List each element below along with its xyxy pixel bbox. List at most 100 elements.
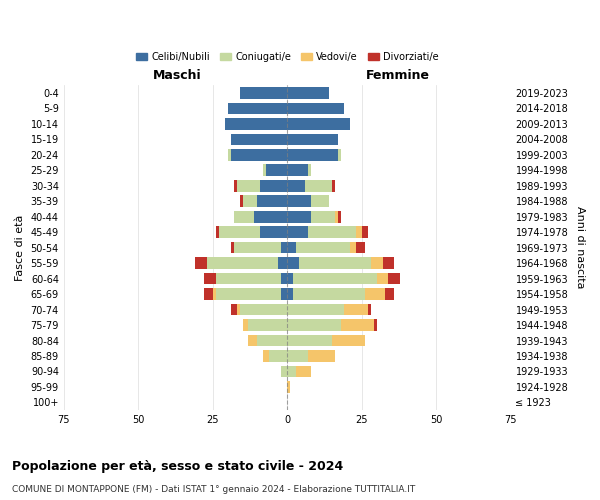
Bar: [287, 102, 344, 114]
Bar: [248, 334, 287, 346]
Bar: [287, 258, 394, 269]
Bar: [239, 196, 287, 207]
Bar: [230, 149, 287, 160]
Bar: [287, 381, 290, 392]
Bar: [287, 118, 350, 130]
Bar: [227, 149, 287, 160]
Bar: [287, 134, 338, 145]
Bar: [239, 304, 287, 316]
Bar: [287, 164, 311, 176]
Bar: [287, 180, 332, 192]
Bar: [287, 304, 368, 316]
Bar: [204, 273, 287, 284]
Bar: [269, 350, 287, 362]
Bar: [216, 273, 287, 284]
Text: Maschi: Maschi: [152, 69, 201, 82]
Bar: [236, 304, 287, 316]
Bar: [287, 211, 341, 222]
Bar: [233, 242, 287, 254]
Bar: [287, 273, 388, 284]
Bar: [287, 87, 329, 99]
Bar: [287, 102, 344, 114]
Bar: [233, 211, 287, 222]
Bar: [204, 288, 287, 300]
Bar: [287, 242, 365, 254]
Bar: [281, 366, 287, 378]
Bar: [254, 211, 287, 222]
Bar: [224, 118, 287, 130]
Bar: [281, 288, 287, 300]
Bar: [287, 304, 371, 316]
Bar: [227, 149, 287, 160]
Bar: [287, 319, 377, 331]
Bar: [287, 180, 332, 192]
Bar: [287, 180, 335, 192]
Bar: [239, 87, 287, 99]
Bar: [195, 258, 287, 269]
Bar: [287, 118, 350, 130]
Bar: [218, 226, 287, 238]
Bar: [287, 273, 400, 284]
Bar: [287, 149, 341, 160]
Bar: [287, 226, 368, 238]
Text: Popolazione per età, sesso e stato civile - 2024: Popolazione per età, sesso e stato civil…: [12, 460, 343, 473]
Bar: [216, 226, 287, 238]
Bar: [207, 258, 287, 269]
Bar: [287, 242, 296, 254]
Bar: [287, 304, 344, 316]
Text: Femmine: Femmine: [365, 69, 430, 82]
Bar: [242, 319, 287, 331]
Bar: [213, 288, 287, 300]
Bar: [287, 366, 311, 378]
Bar: [287, 226, 362, 238]
Bar: [287, 134, 338, 145]
Bar: [239, 87, 287, 99]
Bar: [239, 87, 287, 99]
Bar: [278, 258, 287, 269]
Bar: [230, 242, 287, 254]
Bar: [248, 319, 287, 331]
Bar: [287, 196, 329, 207]
Bar: [287, 334, 365, 346]
Bar: [287, 258, 383, 269]
Bar: [263, 164, 287, 176]
Bar: [287, 226, 356, 238]
Bar: [227, 102, 287, 114]
Bar: [257, 196, 287, 207]
Bar: [287, 164, 311, 176]
Bar: [281, 366, 287, 378]
Bar: [287, 350, 335, 362]
Bar: [227, 102, 287, 114]
Bar: [224, 118, 287, 130]
Bar: [242, 196, 287, 207]
Bar: [287, 164, 308, 176]
Bar: [216, 273, 287, 284]
Bar: [287, 258, 371, 269]
Bar: [218, 226, 287, 238]
Bar: [233, 180, 287, 192]
Bar: [233, 211, 287, 222]
Bar: [216, 288, 287, 300]
Bar: [281, 242, 287, 254]
Bar: [287, 149, 341, 160]
Bar: [230, 134, 287, 145]
Bar: [287, 180, 305, 192]
Bar: [287, 211, 335, 222]
Bar: [227, 102, 287, 114]
Bar: [287, 211, 338, 222]
Bar: [224, 118, 287, 130]
Bar: [287, 334, 365, 346]
Bar: [287, 319, 341, 331]
Bar: [287, 242, 356, 254]
Bar: [287, 118, 350, 130]
Bar: [287, 164, 311, 176]
Bar: [230, 134, 287, 145]
Bar: [260, 226, 287, 238]
Bar: [263, 350, 287, 362]
Bar: [287, 288, 385, 300]
Bar: [287, 273, 377, 284]
Bar: [287, 366, 296, 378]
Y-axis label: Anni di nascita: Anni di nascita: [575, 206, 585, 289]
Bar: [287, 102, 344, 114]
Bar: [230, 304, 287, 316]
